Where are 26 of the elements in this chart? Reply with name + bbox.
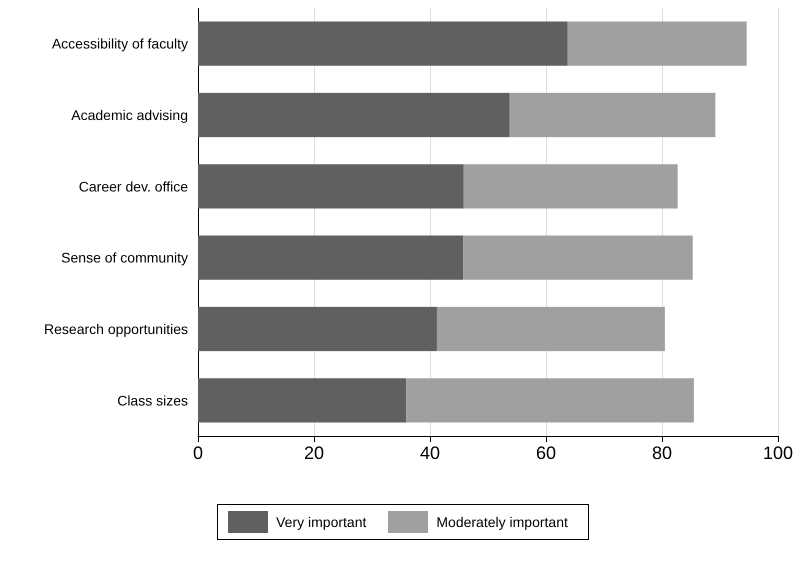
- bar: [406, 378, 694, 422]
- bar: [463, 236, 693, 280]
- x-tick-label: 20: [304, 443, 324, 463]
- x-tick-label: 60: [536, 443, 556, 463]
- bar: [509, 92, 716, 138]
- bar: [198, 236, 464, 280]
- y-tick-label: Sense of community: [61, 250, 188, 266]
- y-tick-label: Career dev. office: [78, 178, 188, 194]
- legend-label: Very important: [276, 514, 366, 530]
- bar: [198, 164, 464, 208]
- x-tick-label: 0: [192, 443, 204, 463]
- x-tick-label: 100: [762, 443, 794, 463]
- bar: [436, 306, 665, 352]
- y-tick-label: Academic advising: [71, 107, 188, 123]
- x-tick-label: 80: [652, 443, 672, 463]
- y-tick-label: Research opportunities: [44, 321, 188, 337]
- bar: [198, 378, 406, 422]
- y-tick-label: Class sizes: [117, 392, 188, 408]
- y-tick-label: Accessibility of faculty: [52, 36, 188, 52]
- legend-label: Moderately important: [436, 514, 568, 530]
- bar: [464, 164, 678, 208]
- bar: [567, 22, 747, 66]
- bar: [198, 22, 568, 66]
- x-tick-label: 40: [420, 443, 440, 463]
- bar: [198, 306, 437, 352]
- bar: [198, 92, 510, 138]
